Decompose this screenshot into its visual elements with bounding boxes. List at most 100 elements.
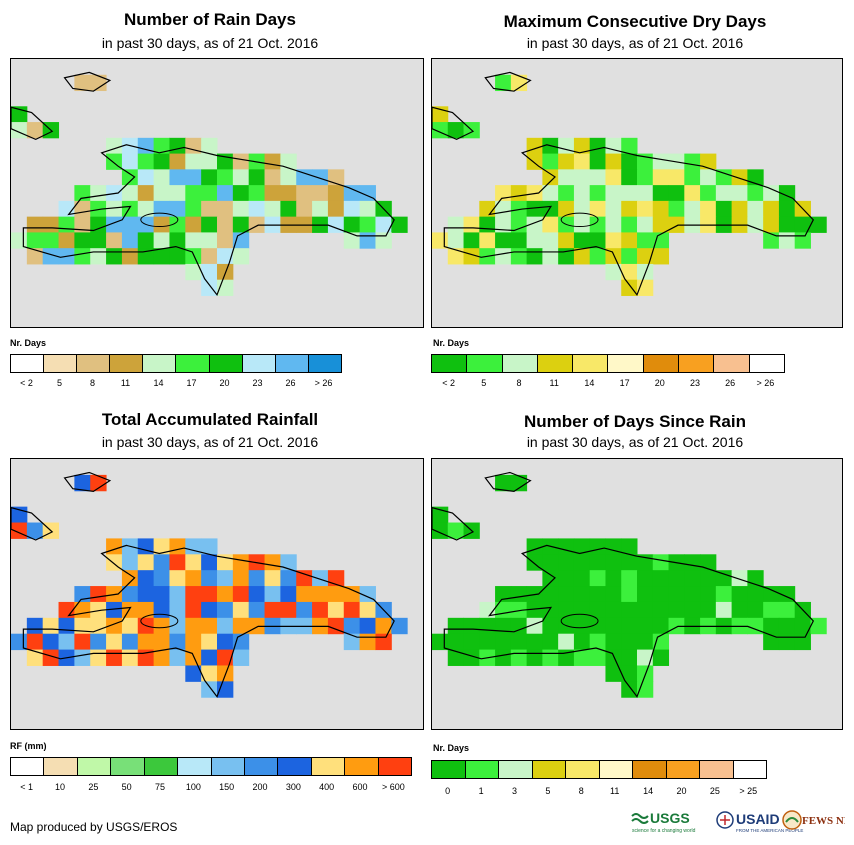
grid-cell bbox=[542, 153, 559, 170]
grid-cell bbox=[526, 200, 543, 218]
grid-cell bbox=[74, 248, 91, 265]
grid-cell bbox=[185, 601, 202, 619]
grid-cell bbox=[510, 216, 528, 233]
grid-cell bbox=[137, 232, 155, 249]
grid-cell bbox=[447, 232, 465, 249]
grid-cell bbox=[42, 216, 60, 233]
grid-cell bbox=[375, 633, 392, 651]
coastline-outline bbox=[432, 106, 475, 141]
grid-cell bbox=[11, 506, 28, 524]
grid-cell bbox=[589, 570, 606, 587]
legend-label: 23 bbox=[252, 378, 263, 388]
grid-cell bbox=[495, 232, 512, 249]
panel-dry-days: Maximum Consecutive Dry Days in past 30 … bbox=[425, 0, 845, 400]
grid-cell bbox=[42, 633, 60, 651]
grid-cell bbox=[589, 200, 606, 218]
grid-cell bbox=[495, 586, 512, 603]
grid-cell bbox=[589, 216, 606, 233]
coastline-outline bbox=[484, 471, 532, 493]
svg-text:USAID: USAID bbox=[736, 811, 780, 827]
grid-cell bbox=[668, 169, 685, 186]
grid-cell bbox=[121, 601, 139, 619]
grid-cell bbox=[637, 586, 654, 603]
grid-cell bbox=[794, 232, 811, 249]
grid-cell bbox=[589, 633, 606, 651]
grid-cell bbox=[542, 216, 559, 233]
grid-cell bbox=[264, 601, 281, 619]
grid-cell bbox=[232, 617, 250, 635]
legend-swatch bbox=[432, 761, 466, 778]
grid-cell bbox=[731, 200, 748, 218]
grid-cell bbox=[589, 185, 606, 202]
grid-cell bbox=[169, 232, 186, 249]
grid-cell bbox=[526, 538, 543, 555]
grid-cell bbox=[169, 248, 186, 265]
grid-cell bbox=[463, 649, 480, 666]
usgs-logo: USGS science for a changing world bbox=[631, 810, 696, 834]
grid-cell bbox=[652, 617, 670, 635]
grid-cell bbox=[248, 185, 266, 202]
grid-cell bbox=[715, 601, 733, 619]
grid-cell bbox=[589, 538, 606, 555]
grid-cell bbox=[327, 185, 345, 202]
grid-cell bbox=[715, 185, 733, 202]
grid-cell bbox=[90, 185, 107, 202]
legend-swatch bbox=[633, 761, 667, 778]
grid-cell bbox=[700, 169, 717, 186]
island-outline bbox=[560, 212, 599, 228]
grid-cell bbox=[296, 200, 313, 218]
grid-cell bbox=[463, 633, 480, 651]
grid-cell bbox=[731, 169, 748, 186]
grid-cell bbox=[217, 185, 234, 202]
grid-cell bbox=[185, 665, 202, 682]
grid-cell bbox=[359, 617, 376, 635]
island-outline bbox=[560, 613, 599, 629]
grid-cell bbox=[248, 216, 266, 233]
grid-cell bbox=[668, 601, 685, 619]
legend-swatch bbox=[666, 761, 700, 778]
grid-cell bbox=[573, 570, 591, 587]
grid-cell bbox=[153, 137, 170, 155]
grid-cell bbox=[605, 248, 622, 265]
grid-cell bbox=[589, 169, 606, 186]
grid-cell bbox=[106, 137, 123, 155]
grid-cell bbox=[510, 633, 528, 651]
grid-cell bbox=[106, 248, 123, 265]
grid-cell bbox=[185, 570, 202, 587]
grid-cell bbox=[652, 169, 670, 186]
grid-cell bbox=[153, 200, 170, 218]
panel-title: Number of Days Since Rain bbox=[523, 412, 746, 431]
legend-label: 100 bbox=[185, 782, 201, 792]
grid-cell bbox=[201, 153, 218, 170]
grid-cell bbox=[621, 538, 638, 555]
legend-swatch bbox=[110, 355, 144, 372]
map-dry-days bbox=[431, 58, 843, 328]
grid-cell bbox=[201, 137, 218, 155]
legend-label: 25 bbox=[88, 782, 99, 792]
legend-labels: < 2 5 8 11 14 17 20 23 26 > 26 bbox=[431, 378, 783, 390]
grid-cell bbox=[684, 169, 701, 186]
grid-cell bbox=[201, 200, 218, 218]
legend-label: 26 bbox=[725, 378, 736, 388]
grid-cell bbox=[327, 200, 345, 218]
grid-cell bbox=[589, 232, 606, 249]
grid-cell bbox=[90, 474, 107, 492]
legend-swatch bbox=[733, 761, 766, 778]
partner-logos: USGS science for a changing world USAID … bbox=[631, 810, 845, 834]
grid-cell bbox=[810, 617, 827, 635]
grid-cell bbox=[185, 617, 202, 635]
grid-cell bbox=[621, 200, 638, 218]
legend-swatch bbox=[278, 758, 312, 775]
grid-cell bbox=[637, 617, 654, 635]
grid-cell bbox=[542, 185, 559, 202]
grid-cell bbox=[201, 665, 218, 682]
grid-cell bbox=[42, 649, 60, 666]
grid-cell bbox=[90, 633, 107, 651]
grid-cell bbox=[248, 200, 266, 218]
grid-cell bbox=[312, 200, 329, 218]
grid-cell bbox=[747, 200, 764, 218]
grid-cell bbox=[201, 232, 218, 249]
grid-cell bbox=[573, 248, 591, 265]
legend-label: < 1 bbox=[20, 782, 34, 792]
coastline-outline bbox=[432, 506, 475, 541]
